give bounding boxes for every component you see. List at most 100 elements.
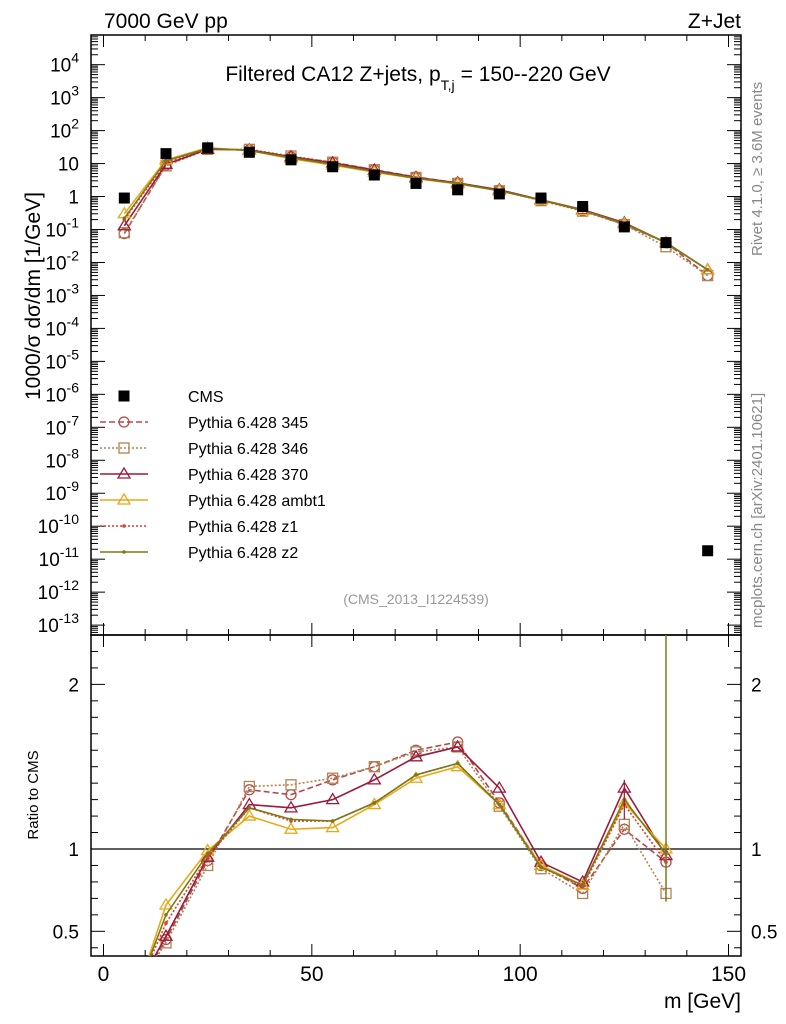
- legend-label: Pythia 6.428 346: [188, 441, 308, 458]
- axis-ticks: 0 50 100 15010-1310-1210-1110-1010-910-810-…: [38, 35, 777, 986]
- series-point: [367, 772, 382, 785]
- series-point: [408, 749, 424, 762]
- ratio-tick-label: 1: [68, 840, 79, 861]
- series-point: [533, 858, 549, 871]
- series-point: [492, 797, 507, 810]
- ratio-axis-label: Ratio to CMS: [25, 750, 42, 839]
- series-point: [118, 227, 130, 239]
- series-point: [200, 849, 215, 862]
- process-label: Z+Jet: [688, 10, 741, 33]
- cms-data-point: [493, 188, 505, 200]
- plot-title: Filtered CA12 Z+jets, pT,j = 150--220 GeV: [225, 63, 610, 93]
- series-point: [414, 773, 418, 777]
- series-point: [700, 262, 715, 275]
- y-tick-label: 10-1: [45, 215, 79, 242]
- cms-data-point: [118, 192, 130, 204]
- y-tick-label: 10-9: [45, 478, 79, 505]
- series-point: [492, 780, 507, 793]
- cms-data-point: [577, 200, 589, 212]
- x-tick-label: 150: [711, 963, 746, 986]
- ratio-series-group: [148, 635, 674, 956]
- series-point: [368, 761, 380, 773]
- mcplots-source-label: mcplots.cern.ch [arXiv:2401.10621]: [749, 393, 766, 628]
- ratio-tick-label: 1: [751, 840, 762, 861]
- y-tick-label: 10-13: [38, 610, 80, 637]
- analysis-id: (CMS_2013_I1224539): [343, 591, 489, 607]
- y-tick-label: 10-12: [38, 577, 80, 604]
- series-point: [122, 524, 126, 528]
- series-line: [123, 147, 709, 271]
- series-point: [116, 466, 132, 479]
- ratio-line: [148, 765, 667, 956]
- y-tick-label: 10-7: [45, 412, 79, 439]
- x-axis-label: m [GeV]: [664, 990, 741, 1013]
- cms-data-point: [702, 545, 714, 557]
- series-point: [289, 817, 293, 822]
- cms-data-point: [535, 192, 547, 204]
- series-point: [325, 820, 340, 833]
- x-tick-label: 50: [300, 963, 323, 986]
- series-point: [122, 216, 127, 221]
- series-point: [580, 883, 585, 888]
- ratio-tick-label: 2: [751, 675, 762, 696]
- energy-label: 7000 GeV pp: [104, 10, 228, 33]
- series-point: [118, 416, 130, 428]
- x-tick-label: 100: [503, 963, 538, 986]
- y-tick-label: 104: [50, 50, 79, 77]
- y-axis-label: 1000/σ dσ/dm [1/GeV]: [22, 192, 45, 400]
- series-point: [327, 772, 339, 784]
- series-line: [123, 148, 709, 271]
- legend-label: Pythia 6.428 345: [188, 415, 308, 432]
- series-point: [164, 921, 168, 925]
- series-line: [123, 148, 709, 277]
- cms-data-point: [452, 184, 464, 196]
- legend-label: CMS: [188, 389, 224, 406]
- y-tick-label: 10-8: [45, 445, 79, 472]
- series-point: [164, 913, 168, 917]
- cms-data-point: [327, 161, 339, 173]
- ratio-line: [156, 746, 667, 956]
- series-point: [117, 218, 132, 231]
- series-point: [497, 802, 502, 807]
- series-line: [123, 147, 709, 271]
- series-point: [242, 808, 257, 821]
- series-point: [243, 780, 255, 793]
- rivet-version-label: Rivet 4.1.0, ≥ 3.6M events: [749, 82, 766, 256]
- series-point: [158, 897, 174, 910]
- legend: CMS Pythia 6.428 345 Pythia 6.428 346 Pythi…: [100, 389, 326, 562]
- y-tick-label: 103: [50, 83, 79, 110]
- ratio-line: [149, 762, 667, 956]
- y-tick-label: 10-11: [39, 544, 80, 571]
- series-line: [123, 147, 709, 271]
- legend-label: Pythia 6.428 z1: [188, 519, 298, 536]
- series-point: [539, 865, 543, 869]
- y-tick-label: 10-5: [45, 346, 79, 373]
- y-tick-label: 10-10: [38, 511, 80, 538]
- y-tick-label: 10-6: [45, 379, 79, 406]
- y-tick-label: 10-2: [45, 247, 79, 274]
- legend-label: Pythia 6.428 370: [188, 467, 308, 484]
- series-point: [164, 159, 168, 163]
- legend-label: Pythia 6.428 ambt1: [188, 493, 326, 510]
- series-point: [122, 550, 126, 554]
- ratio-tick-label: 0.5: [751, 922, 777, 943]
- series-point: [455, 761, 460, 766]
- series-line: [123, 148, 709, 277]
- cms-data-point: [243, 146, 255, 158]
- series-point: [247, 806, 252, 810]
- series-point: [158, 928, 174, 941]
- ratio-tick-label: 0.5: [53, 922, 79, 943]
- y-tick-label: 102: [50, 116, 79, 143]
- series-point: [283, 821, 299, 834]
- cms-data-point: [410, 177, 422, 189]
- cms-data-point: [160, 148, 172, 160]
- series-point: [450, 739, 465, 752]
- cms-data-point: [285, 154, 297, 166]
- ratio-plot-frame: [90, 634, 742, 957]
- y-tick-label: 10-4: [45, 313, 79, 340]
- x-tick-label: 0: [98, 963, 110, 986]
- y-tick-label: 10: [58, 155, 79, 176]
- cms-data-point: [202, 142, 214, 154]
- y-tick-label: 10-3: [45, 280, 79, 307]
